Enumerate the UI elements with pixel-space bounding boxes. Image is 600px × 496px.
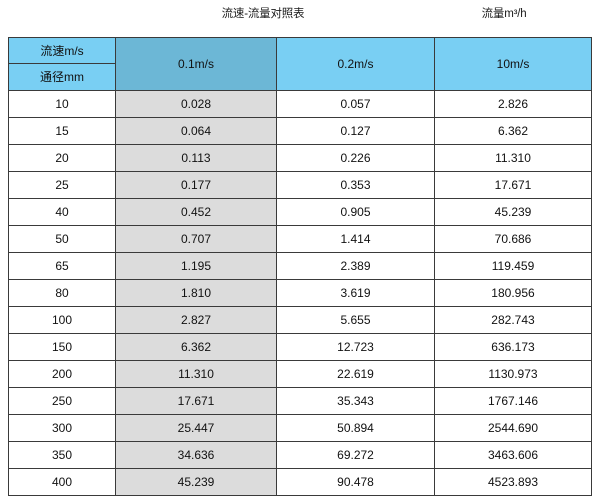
cell-dn: 400 xyxy=(8,468,116,496)
cell-v02: 0.057 xyxy=(276,90,435,118)
cell-v02: 50.894 xyxy=(276,414,435,442)
cell-v10: 2.826 xyxy=(434,90,592,118)
cell-v02: 90.478 xyxy=(276,468,435,496)
table-row: 10 0.028 0.057 2.826 xyxy=(8,90,592,118)
cell-dn: 25 xyxy=(8,171,116,199)
cell-dn: 300 xyxy=(8,414,116,442)
cell-v01: 0.064 xyxy=(115,117,277,145)
cell-v01: 0.028 xyxy=(115,90,277,118)
cell-dn: 100 xyxy=(8,306,116,334)
column-header-2: 10m/s xyxy=(434,37,592,91)
table-row: 200 11.310 22.619 1130.973 xyxy=(8,360,592,388)
table-row: 350 34.636 69.272 3463.606 xyxy=(8,441,592,469)
cell-v02: 2.389 xyxy=(276,252,435,280)
cell-dn: 250 xyxy=(8,387,116,415)
cell-v02: 1.414 xyxy=(276,225,435,253)
table-row: 20 0.113 0.226 11.310 xyxy=(8,144,592,172)
cell-dn: 350 xyxy=(8,441,116,469)
table-row: 15 0.064 0.127 6.362 xyxy=(8,117,592,145)
table-row: 150 6.362 12.723 636.173 xyxy=(8,333,592,361)
corner-header-velocity-label: 流速m/s xyxy=(8,37,116,64)
cell-v01: 45.239 xyxy=(115,468,277,496)
cell-v10: 4523.893 xyxy=(434,468,592,496)
cell-v02: 0.127 xyxy=(276,117,435,145)
cell-v01: 34.636 xyxy=(115,441,277,469)
page-title: 流速-流量对照表 xyxy=(221,8,305,20)
cell-v01: 0.452 xyxy=(115,198,277,226)
cell-dn: 10 xyxy=(8,90,116,118)
cell-v01: 1.195 xyxy=(115,252,277,280)
table-row: 25 0.177 0.353 17.671 xyxy=(8,171,592,199)
cell-v01: 2.827 xyxy=(115,306,277,334)
cell-v10: 45.239 xyxy=(434,198,592,226)
cell-v01: 1.810 xyxy=(115,279,277,307)
cell-v02: 12.723 xyxy=(276,333,435,361)
cell-v10: 11.310 xyxy=(434,144,592,172)
cell-v02: 0.226 xyxy=(276,144,435,172)
cell-v10: 180.956 xyxy=(434,279,592,307)
cell-v02: 5.655 xyxy=(276,306,435,334)
column-header-0: 0.1m/s xyxy=(115,37,277,91)
table-body: 流速m/s 0.1m/s 0.2m/s 10m/s 通径mm 10 0.028 … xyxy=(8,37,592,496)
cell-v02: 0.905 xyxy=(276,198,435,226)
corner-header-diameter-label: 通径mm xyxy=(8,63,116,91)
cell-dn: 65 xyxy=(8,252,116,280)
flow-rate-table: 流速m/s 0.1m/s 0.2m/s 10m/s 通径mm 10 0.028 … xyxy=(8,37,592,496)
table-row: 400 45.239 90.478 4523.893 xyxy=(8,468,592,496)
cell-dn: 40 xyxy=(8,198,116,226)
cell-v01: 11.310 xyxy=(115,360,277,388)
title-bar: 流速-流量对照表 流量m³/h xyxy=(0,0,600,34)
table-row: 250 17.671 35.343 1767.146 xyxy=(8,387,592,415)
cell-v02: 3.619 xyxy=(276,279,435,307)
cell-dn: 80 xyxy=(8,279,116,307)
cell-dn: 20 xyxy=(8,144,116,172)
cell-v02: 35.343 xyxy=(276,387,435,415)
cell-v02: 0.353 xyxy=(276,171,435,199)
header-row-bottom: 通径mm xyxy=(8,63,592,91)
cell-v02: 69.272 xyxy=(276,441,435,469)
cell-v01: 6.362 xyxy=(115,333,277,361)
cell-v01: 0.707 xyxy=(115,225,277,253)
table-row: 80 1.810 3.619 180.956 xyxy=(8,279,592,307)
table-row: 50 0.707 1.414 70.686 xyxy=(8,225,592,253)
cell-v10: 1130.973 xyxy=(434,360,592,388)
cell-v10: 282.743 xyxy=(434,306,592,334)
cell-v01: 17.671 xyxy=(115,387,277,415)
unit-label: 流量m³/h xyxy=(481,8,527,20)
cell-dn: 15 xyxy=(8,117,116,145)
flow-table-container: 流速m/s 0.1m/s 0.2m/s 10m/s 通径mm 10 0.028 … xyxy=(8,37,592,496)
cell-v01: 0.177 xyxy=(115,171,277,199)
table-row: 40 0.452 0.905 45.239 xyxy=(8,198,592,226)
cell-dn: 200 xyxy=(8,360,116,388)
column-header-1: 0.2m/s xyxy=(276,37,435,91)
header-row-top: 流速m/s 0.1m/s 0.2m/s 10m/s xyxy=(8,37,592,91)
table-row: 65 1.195 2.389 119.459 xyxy=(8,252,592,280)
cell-dn: 150 xyxy=(8,333,116,361)
table-row: 300 25.447 50.894 2544.690 xyxy=(8,414,592,442)
cell-v10: 119.459 xyxy=(434,252,592,280)
cell-v10: 70.686 xyxy=(434,225,592,253)
cell-v10: 636.173 xyxy=(434,333,592,361)
cell-v01: 25.447 xyxy=(115,414,277,442)
cell-v02: 22.619 xyxy=(276,360,435,388)
cell-v10: 1767.146 xyxy=(434,387,592,415)
cell-v10: 6.362 xyxy=(434,117,592,145)
cell-v10: 2544.690 xyxy=(434,414,592,442)
cell-v01: 0.113 xyxy=(115,144,277,172)
cell-dn: 50 xyxy=(8,225,116,253)
cell-v10: 17.671 xyxy=(434,171,592,199)
table-row: 100 2.827 5.655 282.743 xyxy=(8,306,592,334)
cell-v10: 3463.606 xyxy=(434,441,592,469)
